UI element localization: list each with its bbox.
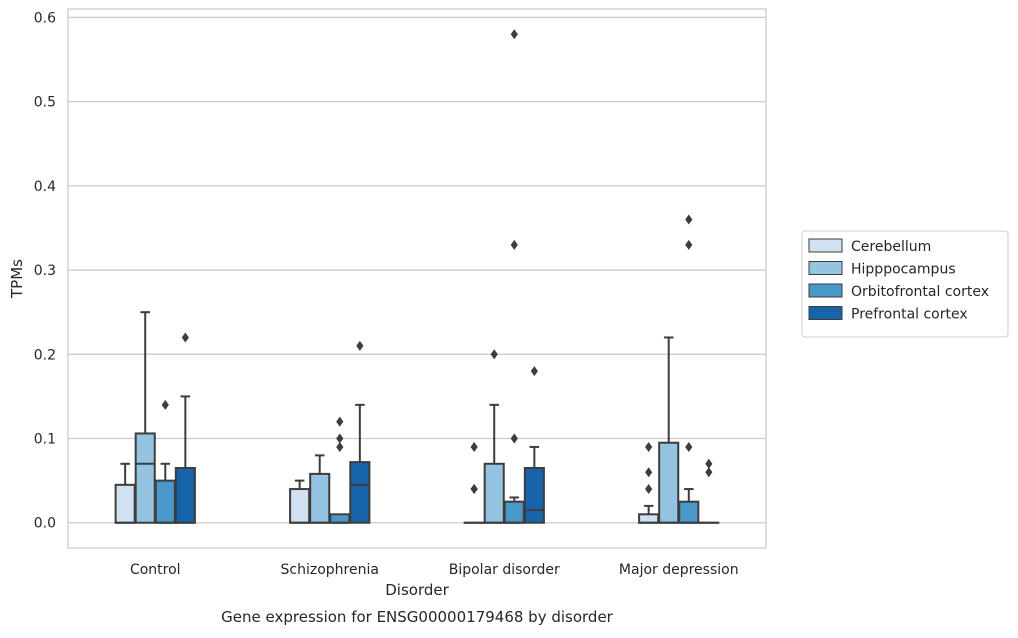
outlier-point: [356, 341, 363, 351]
box: [136, 312, 155, 523]
box-body: [136, 433, 155, 522]
x-tick-label: Schizophrenia: [281, 562, 379, 578]
x-axis-label: Disorder: [385, 581, 449, 599]
y-tick-label: 0.3: [34, 263, 56, 279]
box: [465, 442, 484, 523]
box: [176, 332, 195, 522]
x-tick-label: Major depression: [619, 562, 739, 578]
box: [485, 349, 504, 522]
outlier-point: [471, 442, 478, 452]
box: [310, 455, 329, 522]
box: [330, 417, 349, 523]
box: [290, 481, 309, 523]
y-tick-label: 0.5: [34, 95, 56, 111]
x-ticks: Control Schizophrenia Bipolar disorder Majo…: [130, 562, 739, 578]
y-axis-label: TPMs: [8, 259, 26, 299]
box-body: [505, 502, 524, 523]
legend-swatch: [809, 284, 842, 297]
box-body: [330, 514, 349, 522]
outlier-point: [511, 29, 518, 39]
box-body: [156, 481, 175, 523]
outlier-point: [685, 240, 692, 250]
box: [659, 337, 678, 522]
outlier-point: [182, 332, 189, 342]
box: [116, 464, 135, 523]
box-body: [679, 502, 698, 523]
legend-label: Orbitofrontal cortex: [851, 284, 989, 300]
x-tick-label: Control: [130, 562, 181, 578]
chart-caption: Gene expression for ENSG00000179468 by d…: [221, 608, 614, 626]
box: [679, 215, 698, 523]
outlier-point: [685, 442, 692, 452]
box-body: [350, 462, 369, 523]
box-body: [116, 485, 135, 523]
box-body: [639, 514, 658, 522]
outlier-point: [645, 484, 652, 494]
outlier-point: [511, 434, 518, 444]
box-body: [290, 489, 309, 523]
box-body: [310, 474, 329, 523]
legend: Cerebellum Hipppocampus Orbitofrontal cort…: [802, 231, 1008, 337]
outlier-point: [645, 442, 652, 452]
legend-swatch: [809, 262, 842, 275]
y-ticks: 0.0 0.1 0.2 0.3 0.4 0.5 0.6: [34, 10, 56, 531]
box-body: [659, 443, 678, 523]
legend-label: Hipppocampus: [851, 262, 956, 278]
y-tick-label: 0.2: [34, 347, 56, 363]
outlier-point: [471, 484, 478, 494]
legend-label: Prefrontal cortex: [851, 307, 968, 323]
box: [699, 459, 718, 523]
box: [525, 366, 544, 523]
outlier-point: [705, 459, 712, 469]
box: [156, 400, 175, 523]
y-tick-label: 0.4: [34, 179, 56, 195]
box: [639, 442, 658, 523]
outlier-point: [336, 434, 343, 444]
box-body: [176, 468, 195, 523]
boxes: [116, 29, 719, 522]
box: [350, 341, 369, 523]
outlier-point: [336, 417, 343, 427]
outlier-point: [685, 215, 692, 225]
legend-label: Cerebellum: [851, 239, 931, 255]
outlier-point: [531, 366, 538, 376]
box: [505, 29, 524, 522]
x-tick-label: Bipolar disorder: [449, 562, 560, 578]
box-body: [485, 464, 504, 523]
outlier-point: [645, 467, 652, 477]
box-body: [525, 468, 544, 523]
legend-swatch: [809, 307, 842, 320]
outlier-point: [491, 349, 498, 359]
y-tick-label: 0.0: [34, 516, 56, 532]
y-tick-label: 0.6: [34, 10, 56, 26]
y-tick-label: 0.1: [34, 432, 56, 448]
outlier-point: [511, 240, 518, 250]
legend-swatch: [809, 239, 842, 252]
outlier-point: [162, 400, 169, 410]
